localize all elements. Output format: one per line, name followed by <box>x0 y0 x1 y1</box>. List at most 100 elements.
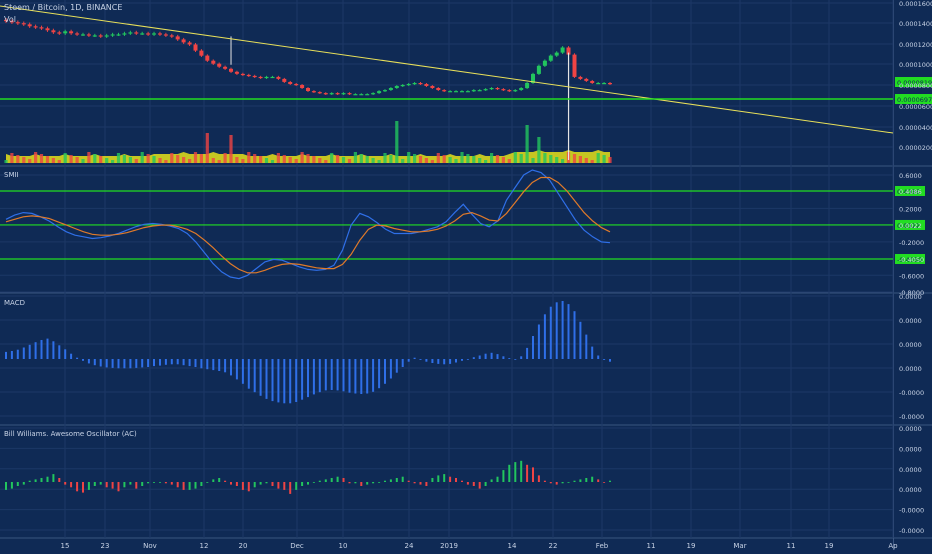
ao-tick-label: 0.0000 <box>899 466 922 474</box>
macd-bar <box>58 345 61 359</box>
volume-bar <box>413 154 417 163</box>
volume-bar <box>211 158 215 163</box>
volume-bar <box>495 155 500 163</box>
macd-bar <box>520 356 523 359</box>
ao-bar <box>484 482 487 486</box>
ao-bar <box>384 480 386 482</box>
axis-layer: 15 23 Nov 12 20 Dec 10 24 2019 14 22 Feb 11 19 Mar 11 19… <box>61 0 932 550</box>
macd-bar <box>170 359 173 365</box>
candle-body <box>187 42 192 45</box>
volume-bar <box>164 160 168 163</box>
smi-tick-label: -0.8000 <box>899 289 924 297</box>
macd-panel[interactable] <box>5 301 611 404</box>
smi-tick-label: 0.2000 <box>899 205 922 213</box>
candle-body <box>536 65 541 74</box>
volume-bar <box>353 152 357 163</box>
volume-bar <box>264 158 269 163</box>
ao-bar <box>301 482 304 486</box>
price-tick-label: 0.0001000 <box>899 61 932 69</box>
ao-bar <box>295 482 298 490</box>
volume-bar <box>347 159 352 163</box>
macd-bar <box>407 359 410 362</box>
candle-body <box>240 73 245 76</box>
ao-bar <box>129 482 132 485</box>
ao-bar <box>259 482 262 485</box>
macd-bar <box>265 359 268 399</box>
volume-bar <box>513 152 517 163</box>
candle-body <box>430 86 435 88</box>
candle-body <box>86 34 91 36</box>
ao-tick-label: -0.0000 <box>899 527 924 535</box>
candle-body <box>317 92 322 94</box>
time-tick-label: 22 <box>549 542 558 550</box>
last-price-tag-bg <box>895 77 932 87</box>
macd-bar <box>354 359 357 394</box>
volume-bar <box>359 154 363 163</box>
candle-body <box>27 24 32 27</box>
volume-bar <box>584 158 588 163</box>
ao-bar <box>141 482 144 486</box>
macd-bar <box>472 357 475 359</box>
volume-bar <box>193 152 198 163</box>
ao-bar <box>532 467 534 482</box>
candle-body <box>495 88 500 90</box>
time-tick-label: 11 <box>787 542 796 550</box>
macd-bar <box>259 359 262 396</box>
volume-bar <box>259 156 263 163</box>
volume-bar <box>34 152 38 163</box>
macd-bar <box>28 344 31 359</box>
candle-body <box>306 88 310 91</box>
macd-bar <box>384 359 386 384</box>
volume-bar <box>371 158 375 163</box>
macd-bar <box>117 359 120 369</box>
ao-bar <box>70 482 73 488</box>
candle-body <box>288 82 293 84</box>
ao-bar <box>437 475 440 482</box>
volume-bar <box>448 157 452 163</box>
macd-bar <box>461 359 463 361</box>
volume-bar <box>324 160 328 163</box>
awesome-oscillator-panel[interactable] <box>5 460 611 494</box>
smi-line <box>5 169 611 280</box>
candle-body <box>465 91 470 93</box>
candle-body <box>128 32 133 34</box>
volume-bar <box>336 155 340 163</box>
candle-body <box>122 33 127 35</box>
time-tick-label: 24 <box>405 542 414 550</box>
time-tick-label: Mar <box>733 542 746 550</box>
macd-bar <box>537 324 540 359</box>
macd-bar <box>5 351 7 359</box>
volume-bar <box>330 153 334 163</box>
macd-bar <box>224 359 227 373</box>
ao-bar <box>230 482 232 485</box>
ao-bar <box>591 476 594 482</box>
volume-bar <box>507 159 511 163</box>
smi-panel[interactable]: 0.4086 0.0022 -0.4050 <box>0 169 925 280</box>
macd-bar <box>76 357 79 359</box>
candle-body <box>294 84 299 86</box>
candle-body <box>9 21 14 23</box>
volume-bar <box>45 156 50 163</box>
candle-body <box>110 34 115 36</box>
macd-bar <box>360 359 363 394</box>
candle-body <box>400 85 405 87</box>
ao-bar <box>360 482 363 486</box>
candle-body <box>158 33 162 35</box>
ao-bar <box>342 478 345 482</box>
ao-bar <box>182 482 185 490</box>
candle-body <box>252 75 257 78</box>
ao-bar <box>40 478 43 482</box>
candle-body <box>264 76 269 79</box>
ao-bar <box>443 474 446 482</box>
price-panel[interactable]: 0.0000819 0.0000697 <box>0 5 932 163</box>
candle-body <box>525 83 530 89</box>
macd-bar <box>585 334 588 359</box>
ao-tick-label: 0.0000 <box>899 445 922 453</box>
candle-body <box>223 66 228 69</box>
macd-tick-label: 0.0000 <box>899 293 922 301</box>
candle-body <box>519 88 524 90</box>
candle-body <box>175 36 180 40</box>
ao-bar <box>449 476 452 482</box>
